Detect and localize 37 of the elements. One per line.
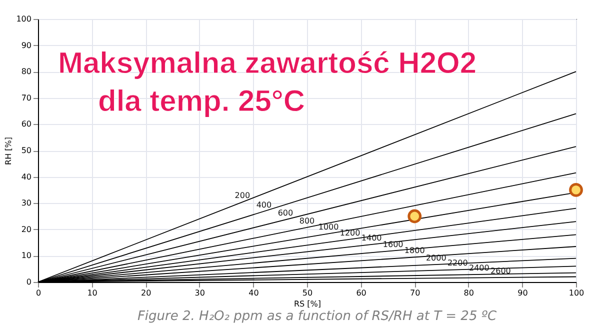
- series-label: 1800: [404, 246, 425, 256]
- series-label: 800: [299, 216, 315, 226]
- x-tick-label: 60: [356, 288, 366, 298]
- text: Maksymalna zawartość H2O2: [58, 47, 477, 80]
- y-tick-label: 70: [21, 93, 32, 102]
- series-label: 2000: [426, 253, 446, 262]
- y-tick-label: 60: [21, 120, 32, 129]
- x-tick-label: 50: [302, 288, 313, 298]
- x-tick-label: 10: [87, 288, 98, 298]
- y-axis-title: RH [%]: [4, 137, 14, 165]
- x-tick-label: 0: [36, 288, 42, 298]
- x-tick-label: 70: [410, 288, 420, 298]
- x-tick-label: 80: [464, 288, 474, 298]
- series-label: 1000: [318, 222, 339, 232]
- x-tick-label: 100: [568, 288, 584, 298]
- y-tick-label: 50: [21, 146, 32, 155]
- series-label: 400: [256, 200, 272, 210]
- series-label: 1600: [382, 240, 404, 249]
- y-tick-label: 30: [21, 198, 32, 208]
- y-tick-label: 90: [21, 40, 32, 50]
- y-tick-label: 100: [16, 14, 32, 24]
- y-tick-label: 40: [21, 172, 32, 182]
- series-label: 2600: [490, 266, 511, 276]
- x-axis-title: RS [%]: [294, 300, 322, 308]
- x-tick-label: 40: [248, 288, 259, 298]
- y-tick-label: 20: [21, 224, 32, 234]
- series-label: 200: [234, 191, 250, 200]
- caption: Figure 2. H₂O₂ ppm as a function of RS/RH at T = 25 ºC: [137, 309, 498, 324]
- series-label: 600: [278, 208, 294, 218]
- x-tick-label: 90: [518, 288, 528, 298]
- series-label: 1200: [340, 228, 360, 238]
- x-tick-label: 20: [141, 288, 152, 298]
- y-tick-label: 80: [21, 67, 32, 76]
- y-tick-label: 10: [21, 251, 32, 260]
- y-tick-label: 0: [26, 278, 32, 286]
- text: dla temp. 25°C: [98, 85, 306, 118]
- x-tick-label: 30: [194, 288, 205, 298]
